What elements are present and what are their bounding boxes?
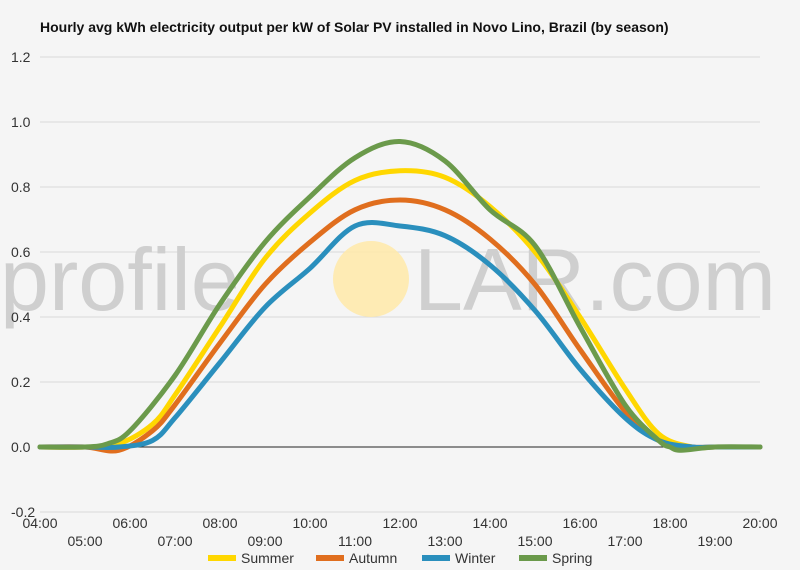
legend-label-summer: Summer (241, 550, 294, 566)
y-tick-label: 0.2 (11, 374, 31, 390)
axes: -0.2 0.0 0.2 0.4 0.6 0.8 1.0 1.2 04:00 05:00 06:00… (11, 49, 778, 549)
x-tick-label: 08:00 (202, 515, 237, 531)
x-tick-label: 18:00 (652, 515, 687, 531)
x-tick-label: 10:00 (292, 515, 327, 531)
x-tick-label: 16:00 (562, 515, 597, 531)
legend-swatch-winter (422, 555, 450, 561)
watermark: profile LAR.com (0, 230, 776, 329)
legend: Summer Autumn Winter Spring (208, 550, 592, 566)
y-tick-label: 1.0 (11, 114, 31, 130)
chart-title: Hourly avg kWh electricity output per kW… (40, 19, 669, 35)
x-tick-label: 04:00 (22, 515, 57, 531)
x-tick-label: 06:00 (112, 515, 147, 531)
legend-swatch-summer (208, 555, 236, 561)
x-tick-label: 14:00 (472, 515, 507, 531)
legend-label-spring: Spring (552, 550, 592, 566)
x-tick-label: 17:00 (607, 533, 642, 549)
legend-swatch-spring (519, 555, 547, 561)
y-tick-label: 0.8 (11, 179, 31, 195)
x-tick-label: 15:00 (517, 533, 552, 549)
y-tick-label: 0.6 (11, 244, 31, 260)
series-line-summer (37, 168, 763, 451)
watermark-text-left: profile (0, 230, 240, 329)
grid-lines (40, 56, 760, 513)
watermark-text-right: LAR.com (414, 230, 776, 329)
x-tick-label: 13:00 (427, 533, 462, 549)
watermark-sun-icon (333, 241, 409, 317)
legend-swatch-autumn (316, 555, 344, 561)
legend-label-winter: Winter (455, 550, 496, 566)
x-tick-label: 12:00 (382, 515, 417, 531)
x-tick-label: 20:00 (742, 515, 777, 531)
x-tick-label: 11:00 (338, 533, 372, 549)
x-tick-label: 07:00 (157, 533, 192, 549)
y-tick-label: 0.4 (11, 309, 31, 325)
legend-label-autumn: Autumn (349, 550, 397, 566)
x-tick-label: 19:00 (697, 533, 732, 549)
y-tick-label: 1.2 (11, 49, 31, 65)
series-line-spring (37, 138, 763, 453)
y-tick-label: -0.2 (11, 504, 35, 520)
y-tick-label: 0.0 (11, 439, 31, 455)
x-tick-label: 09:00 (247, 533, 282, 549)
series-lines (37, 138, 763, 454)
x-tick-label: 05:00 (67, 533, 102, 549)
